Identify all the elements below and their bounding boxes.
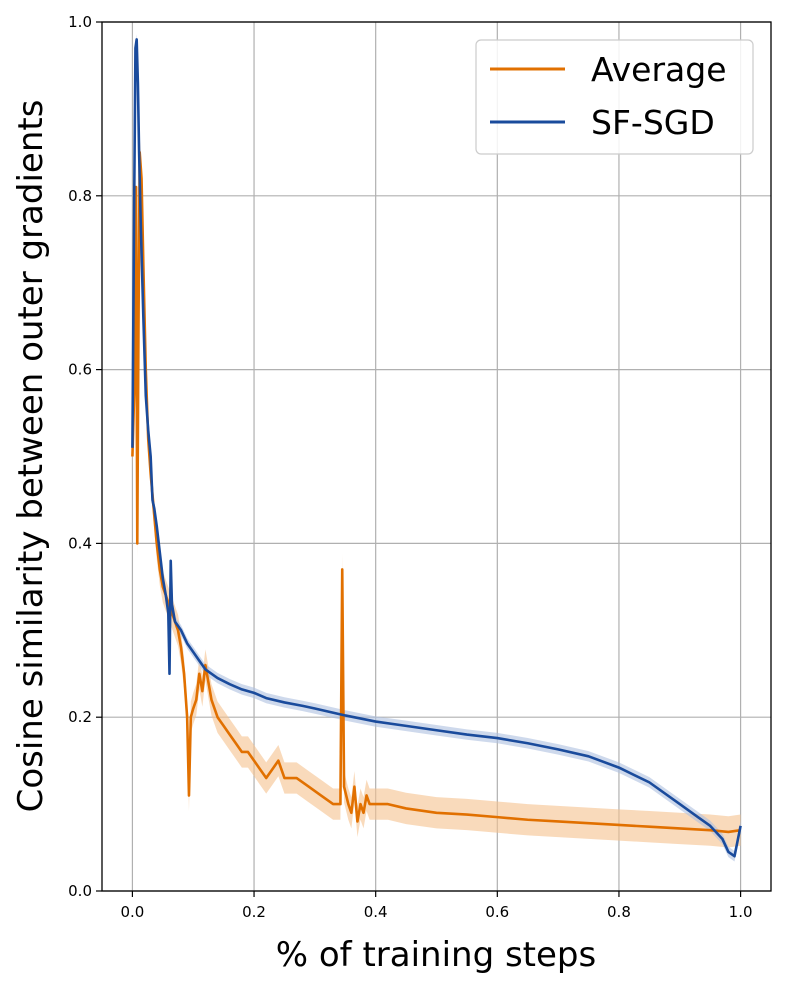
legend-label-sf-sgd: SF-SGD bbox=[591, 103, 715, 142]
y-axis-label: Cosine similarity between outer gradient… bbox=[11, 100, 51, 813]
y-tick-label: 1.0 bbox=[68, 13, 92, 31]
legend: Average SF-SGD bbox=[475, 39, 754, 155]
x-tick-label: 1.0 bbox=[729, 903, 753, 921]
y-tick-label: 0.4 bbox=[68, 534, 92, 552]
y-tick-label: 0.8 bbox=[68, 187, 92, 205]
line-average bbox=[131, 151, 741, 834]
plot-frame bbox=[101, 21, 772, 892]
x-axis-label: % of training steps bbox=[276, 935, 596, 975]
y-tick-label: 0.0 bbox=[68, 882, 92, 900]
x-tick-label: 0.2 bbox=[242, 903, 266, 921]
y-tick-label: 0.2 bbox=[68, 708, 92, 726]
series-lines bbox=[131, 38, 742, 858]
x-tick-label: 0.0 bbox=[120, 903, 144, 921]
y-tick-label: 0.6 bbox=[68, 361, 92, 379]
x-tick-label: 0.8 bbox=[607, 903, 631, 921]
x-tick-label: 0.4 bbox=[364, 903, 388, 921]
band-average bbox=[132, 136, 741, 848]
confidence-bands bbox=[132, 34, 741, 862]
line-sf-sgd bbox=[131, 38, 742, 858]
axis-ticks: 0.0 0.2 0.4 0.6 0.8 1.0 0.0 0.2 0.4 0.6 0.8 1.0 bbox=[68, 13, 752, 921]
x-tick-label: 0.6 bbox=[485, 903, 509, 921]
legend-label-average: Average bbox=[591, 50, 727, 89]
